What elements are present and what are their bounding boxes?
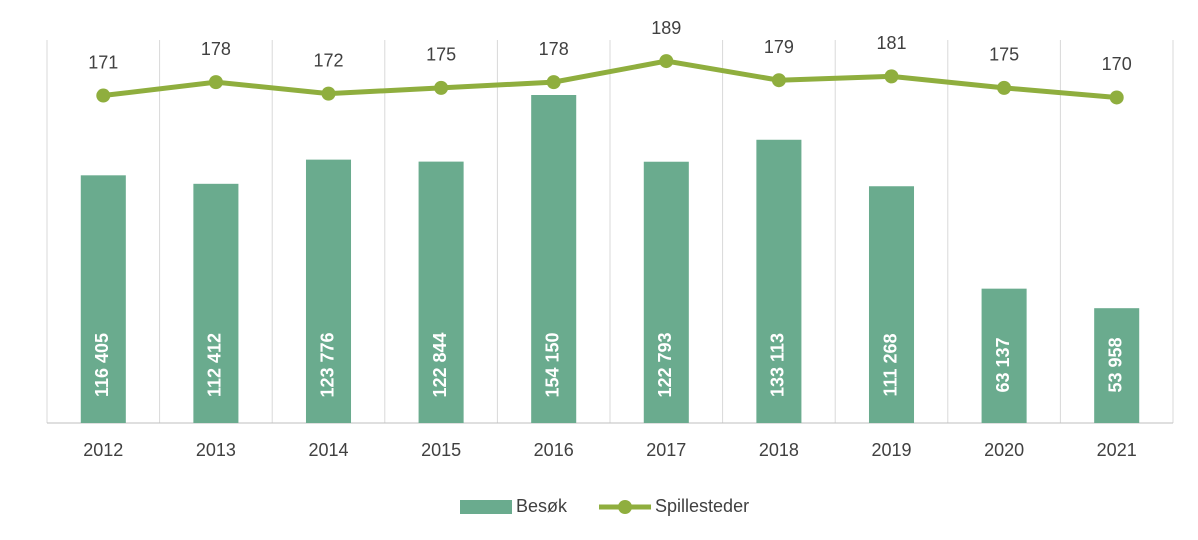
line-point bbox=[884, 69, 899, 84]
bar bbox=[1094, 308, 1140, 423]
bar-value-label: 122 793 bbox=[655, 332, 675, 397]
x-tick-label: 2016 bbox=[534, 440, 574, 460]
line-point bbox=[659, 54, 674, 69]
line-value-label: 181 bbox=[876, 33, 906, 53]
line-value-label: 179 bbox=[764, 37, 794, 57]
line-point bbox=[96, 88, 111, 103]
legend-swatch bbox=[460, 500, 512, 514]
bar-value-label: 63 137 bbox=[993, 337, 1013, 392]
bar bbox=[868, 186, 915, 423]
x-tick-label: 2019 bbox=[871, 440, 911, 460]
x-tick-label: 2020 bbox=[984, 440, 1024, 460]
line-point bbox=[208, 75, 223, 90]
line-point bbox=[321, 86, 336, 101]
bar-value-label: 116 405 bbox=[92, 333, 112, 397]
bar bbox=[193, 183, 239, 423]
line-value-label: 172 bbox=[313, 50, 343, 70]
bar bbox=[643, 161, 689, 423]
bar-value-label: 112 412 bbox=[205, 333, 225, 397]
line-point bbox=[1109, 90, 1124, 105]
bar-value-label: 122 844 bbox=[430, 332, 450, 397]
bar bbox=[305, 159, 352, 423]
x-tick-label: 2018 bbox=[759, 440, 799, 460]
legend-swatch-point bbox=[618, 500, 633, 514]
line-value-label: 175 bbox=[989, 45, 1019, 65]
bar-value-label: 154 150 bbox=[542, 332, 562, 397]
line-value-label: 178 bbox=[539, 39, 569, 59]
bar bbox=[756, 139, 802, 423]
bar-value-label: 111 268 bbox=[880, 333, 900, 396]
bar bbox=[531, 95, 577, 423]
x-tick-label: 2014 bbox=[308, 440, 348, 460]
line-value-label: 171 bbox=[88, 52, 118, 72]
legend-label: Spillesteder bbox=[655, 496, 749, 516]
line-point bbox=[771, 73, 786, 88]
x-tick-label: 2017 bbox=[646, 440, 686, 460]
line-point bbox=[997, 80, 1012, 95]
bar-value-label: 123 776 bbox=[317, 332, 337, 397]
line-value-label: 189 bbox=[651, 18, 681, 38]
bar-value-label: 133 113 bbox=[768, 333, 788, 397]
line bbox=[103, 58, 1117, 100]
x-tick-label: 2013 bbox=[196, 440, 236, 460]
bar bbox=[981, 288, 1027, 423]
line-point bbox=[546, 75, 561, 90]
line-value-label: 175 bbox=[426, 45, 456, 65]
x-tick-label: 2012 bbox=[83, 440, 123, 460]
x-tick-label: 2021 bbox=[1097, 440, 1137, 460]
line-value-label: 170 bbox=[1102, 54, 1132, 74]
line-value-label: 178 bbox=[201, 39, 231, 59]
bar bbox=[80, 175, 126, 423]
bar bbox=[418, 161, 464, 423]
x-tick-label: 2015 bbox=[421, 440, 461, 460]
bar-value-label: 53 958 bbox=[1105, 337, 1125, 392]
legend-label: Besøk bbox=[516, 496, 568, 516]
line-point bbox=[434, 80, 449, 95]
